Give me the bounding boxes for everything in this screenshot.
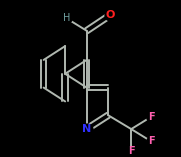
Text: F: F [148,136,155,146]
Text: N: N [82,124,91,134]
Text: H: H [63,14,70,23]
Text: F: F [148,112,155,122]
Text: O: O [105,10,114,20]
Text: F: F [128,146,134,156]
